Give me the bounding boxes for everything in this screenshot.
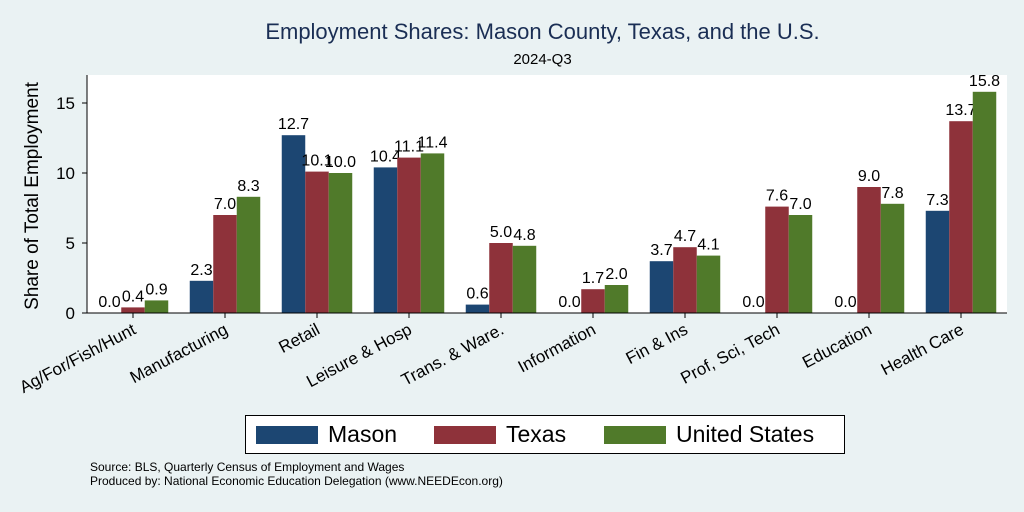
bar-texas-ag-for-fish-hunt	[121, 307, 145, 313]
data-label-mason-information: 0.0	[558, 294, 580, 311]
data-label-united-states-manufacturing: 8.3	[237, 178, 259, 195]
data-label-united-states-fin-ins: 4.1	[697, 237, 719, 254]
bar-texas-health-care	[949, 121, 973, 313]
legend-label-mason: Mason	[328, 421, 398, 447]
data-label-texas-manufacturing: 7.0	[214, 196, 236, 213]
chart-title: Employment Shares: Mason County, Texas, …	[265, 19, 820, 44]
source-note: Source: BLS, Quarterly Census of Employm…	[90, 460, 405, 474]
bar-texas-education	[857, 187, 881, 313]
bar-united-states-ag-for-fish-hunt	[144, 300, 169, 313]
x-tick-label-ag-for-fish-hunt: Ag/For/Fish/Hunt	[16, 320, 139, 397]
y-tick-label-0: 0	[66, 304, 75, 323]
legend-label-united-states: United States	[676, 421, 815, 447]
bar-united-states-trans-ware	[512, 245, 537, 313]
bar-texas-manufacturing	[213, 215, 237, 313]
data-label-united-states-education: 7.8	[881, 185, 903, 202]
data-label-mason-health-care: 7.3	[926, 192, 948, 209]
bar-texas-trans-ware	[489, 243, 513, 313]
data-label-texas-education: 9.0	[858, 168, 880, 185]
bar-united-states-fin-ins	[696, 255, 721, 313]
bar-mason-fin-ins	[649, 261, 674, 313]
y-tick-label-10: 10	[56, 164, 75, 183]
bar-united-states-manufacturing	[236, 196, 261, 313]
bar-mason-manufacturing	[189, 280, 214, 313]
x-tick-label-manufacturing: Manufacturing	[127, 320, 231, 387]
data-label-mason-education: 0.0	[834, 294, 856, 311]
legend-swatch-texas	[434, 425, 496, 444]
data-label-mason-trans-ware: 0.6	[466, 286, 488, 303]
data-label-mason-fin-ins: 3.7	[650, 242, 672, 259]
y-tick-label-15: 15	[56, 94, 75, 113]
legend-item-united-states: United States	[604, 416, 814, 453]
bar-united-states-retail	[328, 173, 353, 313]
y-tick-label-5: 5	[66, 234, 75, 253]
bar-mason-trans-ware	[465, 304, 490, 313]
data-label-texas-prof-sci-tech: 7.6	[766, 188, 788, 205]
legend-swatch-mason	[256, 425, 318, 444]
bar-mason-leisure-hosp	[373, 167, 398, 313]
data-label-united-states-trans-ware: 4.8	[513, 227, 535, 244]
bar-texas-information	[581, 289, 605, 313]
data-label-mason-manufacturing: 2.3	[190, 262, 212, 279]
legend: Mason Texas United States	[245, 415, 845, 454]
x-tick-label-trans-ware: Trans. & Ware.	[398, 320, 507, 390]
data-label-united-states-information: 2.0	[605, 266, 627, 283]
x-tick-label-leisure-hosp: Leisure & Hosp	[303, 320, 415, 391]
legend-swatch-united-states	[604, 425, 666, 444]
data-label-united-states-leisure-hosp: 11.4	[418, 134, 448, 151]
data-label-united-states-prof-sci-tech: 7.0	[789, 196, 811, 213]
legend-label-texas: Texas	[506, 421, 567, 447]
data-label-united-states-health-care: 15.8	[969, 73, 1000, 90]
data-label-mason-prof-sci-tech: 0.0	[742, 294, 764, 311]
bar-united-states-education	[880, 203, 905, 313]
x-tick-label-prof-sci-tech: Prof, Sci, Tech	[677, 320, 782, 388]
data-label-mason-leisure-hosp: 10.4	[370, 148, 401, 165]
data-label-mason-ag-for-fish-hunt: 0.0	[98, 294, 120, 311]
legend-item-mason: Mason	[256, 416, 397, 453]
data-label-texas-health-care: 13.7	[945, 102, 976, 119]
data-label-mason-retail: 12.7	[278, 116, 309, 133]
credit-note: Produced by: National Economic Education…	[90, 474, 503, 488]
bar-mason-retail	[281, 135, 306, 313]
x-tick-label-fin-ins: Fin & Ins	[623, 320, 691, 368]
y-axis-title: Share of Total Employment	[22, 81, 43, 309]
data-label-texas-trans-ware: 5.0	[490, 224, 512, 241]
bar-texas-prof-sci-tech	[765, 206, 789, 313]
x-tick-label-education: Education	[799, 320, 875, 372]
bar-united-states-information	[604, 285, 629, 313]
data-label-texas-ag-for-fish-hunt: 0.4	[122, 288, 144, 305]
data-label-texas-retail: 10.1	[301, 153, 332, 170]
data-label-united-states-retail: 10.0	[325, 154, 356, 171]
x-tick-label-retail: Retail	[276, 320, 323, 357]
legend-item-texas: Texas	[434, 416, 566, 453]
data-label-texas-leisure-hosp: 11.1	[394, 139, 424, 156]
x-tick-label-information: Information	[515, 320, 599, 377]
x-tick-label-health-care: Health Care	[878, 320, 967, 379]
bar-mason-health-care	[925, 210, 950, 313]
bar-texas-fin-ins	[673, 247, 697, 313]
bar-united-states-health-care	[972, 91, 997, 313]
data-label-texas-fin-ins: 4.7	[674, 228, 696, 245]
bar-texas-retail	[305, 171, 329, 313]
data-label-united-states-ag-for-fish-hunt: 0.9	[145, 281, 167, 298]
bar-texas-leisure-hosp	[397, 157, 421, 313]
data-label-texas-information: 1.7	[582, 270, 604, 287]
chart-subtitle: 2024-Q3	[513, 51, 572, 68]
bar-united-states-leisure-hosp	[420, 153, 445, 313]
bar-united-states-prof-sci-tech	[788, 215, 813, 313]
